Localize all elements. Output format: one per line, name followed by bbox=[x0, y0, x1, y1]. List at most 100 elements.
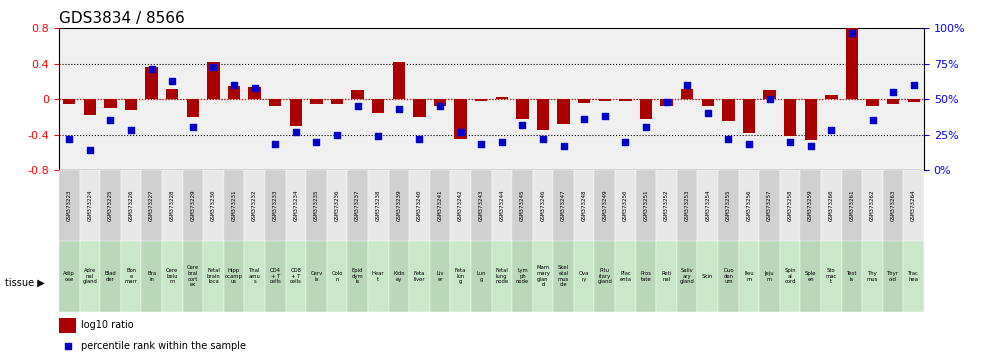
Bar bbox=[249, 87, 260, 99]
Point bbox=[659, 99, 674, 105]
Point bbox=[329, 132, 345, 137]
Text: GSM373252: GSM373252 bbox=[665, 190, 669, 221]
Bar bbox=[63, 99, 76, 104]
Bar bbox=[800, 241, 821, 312]
Bar bbox=[187, 99, 199, 117]
Text: GSM373257: GSM373257 bbox=[767, 190, 772, 221]
Bar bbox=[677, 170, 698, 241]
Bar bbox=[306, 170, 326, 241]
Point bbox=[782, 139, 798, 144]
Text: GSM373238: GSM373238 bbox=[376, 190, 380, 221]
Point bbox=[288, 129, 304, 135]
Bar bbox=[657, 241, 677, 312]
Bar bbox=[537, 99, 549, 130]
Bar bbox=[661, 99, 672, 106]
Text: GSM373241: GSM373241 bbox=[437, 190, 442, 221]
Bar bbox=[311, 99, 322, 104]
Bar bbox=[121, 170, 142, 241]
Text: GSM373263: GSM373263 bbox=[891, 190, 896, 221]
Point bbox=[514, 122, 530, 127]
Bar bbox=[265, 170, 285, 241]
Text: Epid
dym
is: Epid dym is bbox=[352, 268, 364, 284]
Point bbox=[576, 116, 592, 122]
Text: Fetal
brain
loca: Fetal brain loca bbox=[206, 268, 220, 284]
Bar bbox=[619, 99, 631, 101]
Bar bbox=[183, 241, 203, 312]
Text: Lym
ph
node: Lym ph node bbox=[516, 268, 529, 284]
Text: GSM373247: GSM373247 bbox=[561, 190, 566, 221]
Text: Jeju
m: Jeju m bbox=[765, 271, 775, 281]
Text: Adip
ose: Adip ose bbox=[63, 271, 75, 281]
Bar bbox=[883, 241, 903, 312]
Text: Thy
mus: Thy mus bbox=[867, 271, 878, 281]
Bar bbox=[471, 241, 492, 312]
Bar bbox=[450, 241, 471, 312]
Point bbox=[597, 113, 612, 119]
Text: Thyr
oid: Thyr oid bbox=[887, 271, 899, 281]
Bar bbox=[780, 170, 800, 241]
Bar bbox=[492, 241, 512, 312]
Point bbox=[391, 106, 407, 112]
Text: GSM373246: GSM373246 bbox=[541, 190, 546, 221]
Text: GSM373260: GSM373260 bbox=[829, 190, 834, 221]
Text: GSM373237: GSM373237 bbox=[355, 190, 360, 221]
Text: Mam
mary
glan
d: Mam mary glan d bbox=[536, 265, 549, 287]
Bar bbox=[698, 241, 718, 312]
Bar bbox=[738, 241, 759, 312]
Point bbox=[844, 30, 860, 35]
Bar bbox=[681, 88, 693, 99]
Point bbox=[164, 78, 180, 84]
Text: GSM373264: GSM373264 bbox=[911, 190, 916, 221]
Point bbox=[555, 143, 571, 149]
Bar bbox=[203, 170, 224, 241]
Bar bbox=[841, 170, 862, 241]
Bar bbox=[100, 241, 121, 312]
Bar bbox=[862, 170, 883, 241]
Bar bbox=[804, 99, 817, 140]
Bar bbox=[162, 170, 183, 241]
Bar bbox=[430, 241, 450, 312]
Point bbox=[762, 96, 778, 102]
Text: Feta
liver: Feta liver bbox=[414, 271, 426, 281]
Text: GSM373230: GSM373230 bbox=[211, 190, 216, 221]
Text: GSM373239: GSM373239 bbox=[396, 190, 401, 221]
Bar bbox=[392, 62, 405, 99]
Text: GSM373242: GSM373242 bbox=[458, 190, 463, 221]
Bar bbox=[388, 241, 409, 312]
Point bbox=[474, 142, 490, 147]
Text: GSM373249: GSM373249 bbox=[603, 190, 607, 221]
Bar bbox=[743, 99, 755, 133]
Text: Blad
der: Blad der bbox=[104, 271, 116, 281]
Bar bbox=[430, 170, 450, 241]
Bar bbox=[784, 99, 796, 136]
Bar bbox=[512, 241, 533, 312]
Bar bbox=[290, 99, 302, 126]
Bar bbox=[145, 67, 158, 99]
Text: GSM373251: GSM373251 bbox=[644, 190, 649, 221]
Bar bbox=[578, 99, 591, 103]
Bar bbox=[368, 241, 388, 312]
Bar bbox=[183, 170, 203, 241]
Bar bbox=[800, 170, 821, 241]
Bar bbox=[434, 99, 446, 106]
Point bbox=[679, 82, 695, 88]
Text: Skin: Skin bbox=[702, 274, 714, 279]
Text: Hipp
ocamp
us: Hipp ocamp us bbox=[225, 268, 243, 284]
Point bbox=[562, 253, 578, 258]
Point bbox=[412, 136, 428, 142]
Bar bbox=[903, 241, 924, 312]
Text: Bra
in: Bra in bbox=[147, 271, 156, 281]
Bar bbox=[475, 99, 488, 101]
Bar bbox=[409, 241, 430, 312]
Bar bbox=[574, 241, 595, 312]
Text: tissue ▶: tissue ▶ bbox=[5, 278, 44, 288]
Text: Colo
n: Colo n bbox=[331, 271, 343, 281]
Bar bbox=[245, 170, 265, 241]
Point bbox=[144, 67, 159, 72]
Bar bbox=[702, 99, 714, 106]
Bar bbox=[821, 241, 841, 312]
Bar bbox=[759, 241, 780, 312]
Point bbox=[247, 85, 262, 91]
Point bbox=[535, 136, 550, 142]
Bar bbox=[245, 241, 265, 312]
